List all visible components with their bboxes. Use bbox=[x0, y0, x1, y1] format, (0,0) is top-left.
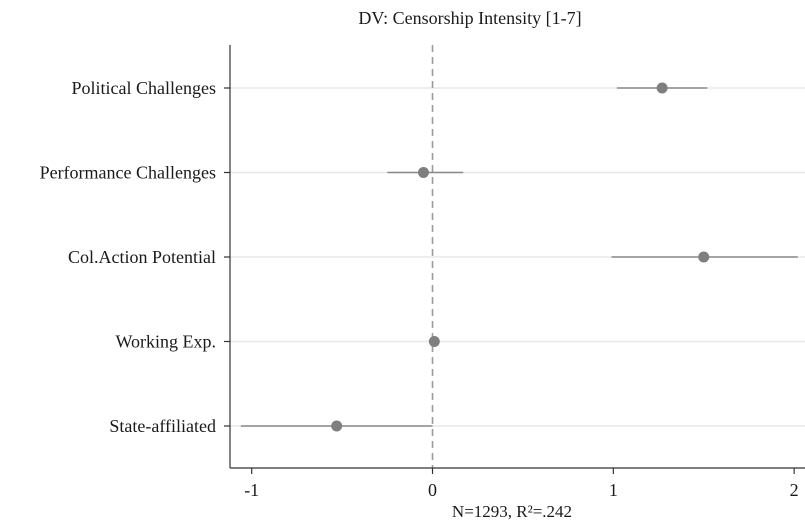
estimate-point bbox=[331, 420, 343, 432]
x-tick-label: 2 bbox=[790, 480, 799, 500]
x-tick-label: 1 bbox=[609, 480, 618, 500]
estimate-point bbox=[656, 82, 668, 94]
estimates-layer bbox=[240, 82, 798, 432]
category-label: Political Challenges bbox=[72, 78, 216, 98]
x-axis-ticks: -1 0 1 2 bbox=[244, 468, 799, 500]
category-label: State-affiliated bbox=[109, 416, 216, 436]
axes bbox=[224, 45, 805, 469]
category-label: Working Exp. bbox=[115, 332, 216, 352]
x-axis-label: N=1293, R²=.242 bbox=[452, 502, 572, 521]
estimate-point bbox=[428, 336, 440, 347]
x-tick-label: 0 bbox=[428, 480, 437, 500]
estimate-point bbox=[417, 167, 429, 178]
category-label: Col.Action Potential bbox=[68, 247, 216, 267]
estimate-point bbox=[698, 251, 710, 263]
category-labels: Political Challenges Performance Challeng… bbox=[40, 78, 216, 436]
category-label: Performance Challenges bbox=[40, 163, 216, 183]
chart-title: DV: Censorship Intensity [1-7] bbox=[358, 8, 581, 28]
x-tick-label: -1 bbox=[244, 480, 259, 500]
